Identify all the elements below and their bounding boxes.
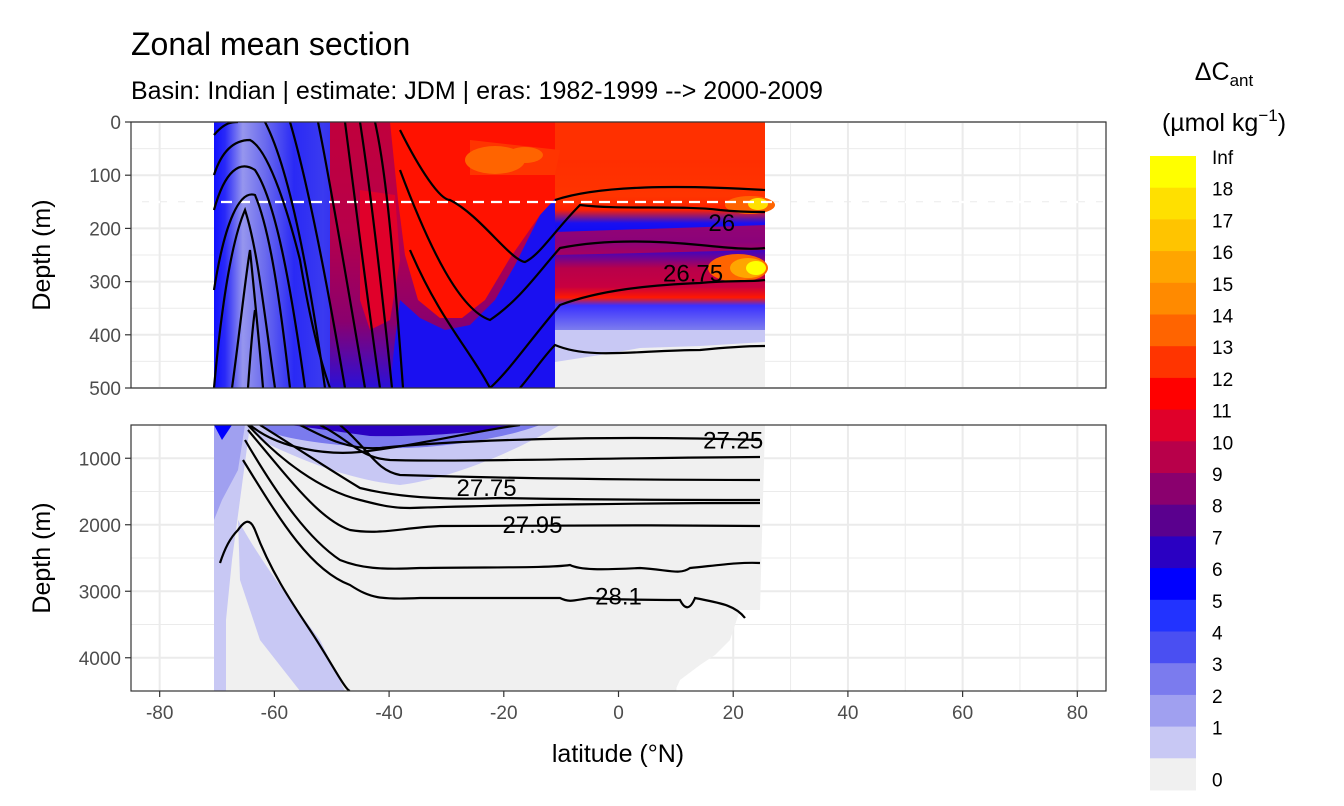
x-tick-label: 60 bbox=[952, 703, 973, 724]
legend-title-sub: ant bbox=[1230, 71, 1254, 90]
axes-bottom: 1000 2000 3000 4000 bbox=[79, 449, 131, 670]
legend-title: ΔCant bbox=[1195, 58, 1254, 90]
legend-label: 15 bbox=[1212, 275, 1233, 296]
legend-label: 14 bbox=[1212, 307, 1234, 328]
y-tick-label: 100 bbox=[89, 166, 121, 187]
legend-label: 5 bbox=[1212, 592, 1223, 613]
legend-swatch bbox=[1150, 758, 1196, 791]
chart-subtitle: Basin: Indian | estimate: JDM | eras: 19… bbox=[131, 77, 823, 105]
legend-swatch bbox=[1150, 726, 1196, 759]
legend-swatch bbox=[1150, 473, 1196, 506]
legend-swatch bbox=[1150, 282, 1196, 315]
x-tick-label: 80 bbox=[1067, 703, 1088, 724]
legend-label: 16 bbox=[1212, 243, 1233, 264]
legend-label: 0 bbox=[1212, 770, 1223, 791]
contour-label: 28.1 bbox=[595, 584, 642, 611]
contours-top bbox=[212, 122, 766, 388]
legend-swatch bbox=[1150, 631, 1196, 664]
axes-top: 0 100 200 300 400 500 bbox=[89, 113, 131, 400]
legend-swatch bbox=[1150, 219, 1196, 252]
legend-swatch bbox=[1150, 504, 1196, 537]
legend-swatch bbox=[1150, 409, 1196, 442]
y-axis-label-top: Depth (m) bbox=[28, 199, 56, 310]
x-tick-label: 20 bbox=[723, 703, 744, 724]
legend-swatch bbox=[1150, 346, 1196, 379]
field-top bbox=[214, 122, 775, 388]
legend-label: 12 bbox=[1212, 370, 1233, 391]
x-axis: -80 -60 -40 -20 0 20 40 60 80 bbox=[146, 691, 1088, 724]
legend-swatch bbox=[1150, 663, 1196, 696]
legend-label: 2 bbox=[1212, 687, 1223, 708]
legend-unit-suffix: ) bbox=[1278, 109, 1286, 137]
chart-title: Zonal mean section bbox=[131, 26, 410, 62]
y-tick-label: 500 bbox=[89, 379, 121, 400]
panel-top bbox=[130, 121, 1107, 389]
legend-swatch bbox=[1150, 568, 1196, 601]
legend-swatch bbox=[1150, 377, 1196, 411]
contour-label: 26 bbox=[708, 210, 735, 237]
x-tick-label: 0 bbox=[613, 703, 624, 724]
y-tick-label: 400 bbox=[89, 326, 121, 347]
contour-label: 27.75 bbox=[457, 475, 517, 502]
y-axis-label-bottom: Depth (m) bbox=[28, 502, 56, 613]
legend-unit-prefix: (µmol kg bbox=[1162, 109, 1258, 137]
legend-swatch bbox=[1150, 314, 1196, 347]
contours-bottom bbox=[218, 425, 761, 691]
legend-swatch bbox=[1150, 694, 1196, 728]
x-tick-label: 40 bbox=[837, 703, 858, 724]
legend-swatch bbox=[1150, 441, 1196, 474]
x-tick-label: -80 bbox=[146, 703, 173, 724]
field-bottom bbox=[214, 425, 765, 691]
x-tick-label: -60 bbox=[261, 703, 288, 724]
legend-label: 11 bbox=[1212, 402, 1232, 423]
contour-label: 26.75 bbox=[663, 261, 723, 288]
legend-label: 18 bbox=[1212, 180, 1233, 201]
y-tick-label: 4000 bbox=[79, 649, 121, 670]
legend-swatch bbox=[1150, 251, 1196, 284]
legend-label: Inf bbox=[1212, 148, 1234, 169]
legend-label: 17 bbox=[1212, 211, 1233, 232]
legend-swatch bbox=[1150, 156, 1196, 189]
y-tick-label: 2000 bbox=[79, 516, 121, 537]
legend-swatch bbox=[1150, 187, 1196, 220]
contour-label: 27.95 bbox=[502, 512, 562, 539]
legend-label: 7 bbox=[1212, 528, 1223, 549]
legend-swatch bbox=[1150, 599, 1196, 632]
y-tick-label: 3000 bbox=[79, 582, 121, 603]
legend-swatch bbox=[1150, 536, 1196, 569]
contour-labels: 26 26.75 27.25 27.75 27.95 28.1 bbox=[457, 210, 764, 610]
legend: ΔCant (µmol kg−1) Inf1817161514131211109… bbox=[1150, 58, 1286, 791]
contour-label: 27.25 bbox=[703, 427, 763, 454]
legend-label: 10 bbox=[1212, 433, 1233, 454]
y-tick-label: 0 bbox=[110, 113, 121, 134]
x-tick-label: -40 bbox=[375, 703, 402, 724]
x-tick-label: -20 bbox=[490, 703, 517, 724]
y-tick-label: 200 bbox=[89, 219, 121, 240]
x-axis-label: latitude (°N) bbox=[552, 740, 684, 768]
y-tick-label: 1000 bbox=[79, 449, 121, 470]
legend-label: 4 bbox=[1212, 624, 1223, 645]
legend-label: 1 bbox=[1212, 719, 1223, 740]
legend-label: 9 bbox=[1212, 465, 1223, 486]
legend-label: 6 bbox=[1212, 560, 1223, 581]
legend-label: 8 bbox=[1212, 497, 1223, 518]
legend-label: 13 bbox=[1212, 338, 1233, 359]
legend-label: 3 bbox=[1212, 655, 1223, 676]
legend-unit-sup: −1 bbox=[1258, 106, 1277, 125]
panel-bottom bbox=[130, 424, 1107, 692]
y-tick-label: 300 bbox=[89, 273, 121, 294]
legend-unit: (µmol kg−1) bbox=[1162, 106, 1286, 137]
legend-title-main: ΔC bbox=[1195, 58, 1230, 86]
